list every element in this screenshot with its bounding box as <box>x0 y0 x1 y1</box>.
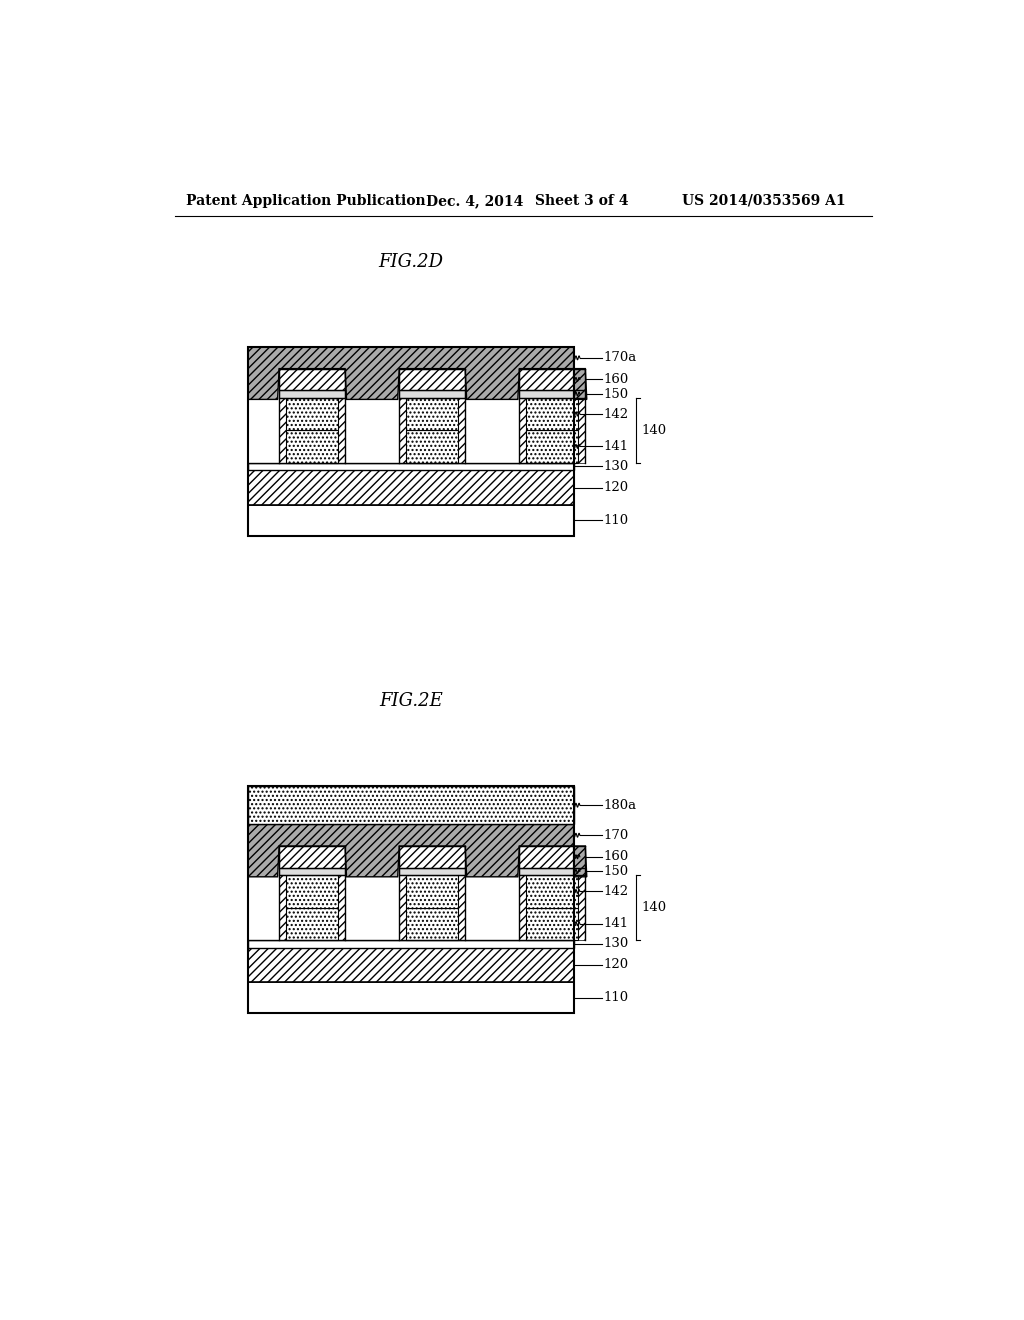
Text: FIG.2E: FIG.2E <box>379 692 442 710</box>
Bar <box>399 846 407 940</box>
Bar <box>286 397 338 430</box>
Bar <box>248 785 573 1014</box>
Bar <box>407 397 458 430</box>
Bar <box>458 846 465 940</box>
Bar <box>286 430 338 462</box>
Bar <box>280 391 345 397</box>
Text: 150: 150 <box>603 865 628 878</box>
Bar <box>519 368 586 391</box>
Bar <box>248 462 573 470</box>
Bar <box>519 391 586 397</box>
Bar <box>579 368 586 462</box>
Text: FIG.2D: FIG.2D <box>379 253 443 272</box>
Bar <box>248 506 573 536</box>
Bar <box>280 846 345 867</box>
Text: 120: 120 <box>603 958 628 972</box>
Bar <box>248 940 573 948</box>
Text: 160: 160 <box>603 850 629 863</box>
Bar <box>248 982 573 1014</box>
Bar <box>286 875 338 908</box>
Bar <box>399 368 465 391</box>
Bar <box>519 846 586 867</box>
Bar <box>526 397 579 430</box>
Text: 160: 160 <box>603 372 629 385</box>
Bar <box>399 391 465 397</box>
Bar <box>338 846 345 940</box>
Bar <box>399 867 465 875</box>
Bar <box>407 908 458 940</box>
Text: 110: 110 <box>603 513 628 527</box>
Text: 142: 142 <box>603 408 628 421</box>
Text: Sheet 3 of 4: Sheet 3 of 4 <box>535 194 629 207</box>
Text: 140: 140 <box>641 902 667 915</box>
Text: 110: 110 <box>603 991 628 1005</box>
Bar <box>286 908 338 940</box>
Polygon shape <box>248 825 587 876</box>
Bar <box>280 368 286 462</box>
Bar <box>248 347 573 462</box>
Text: 130: 130 <box>603 937 629 950</box>
Text: 180a: 180a <box>603 799 636 812</box>
Bar <box>526 430 579 462</box>
Bar <box>280 846 286 940</box>
Bar <box>399 846 465 867</box>
Text: 150: 150 <box>603 388 628 400</box>
Bar <box>280 867 345 875</box>
Bar <box>248 785 573 940</box>
Text: Patent Application Publication: Patent Application Publication <box>186 194 426 207</box>
Bar <box>248 948 573 982</box>
Bar <box>458 368 465 462</box>
Bar <box>579 846 586 940</box>
Bar <box>407 430 458 462</box>
Bar <box>248 347 573 536</box>
Bar <box>338 368 345 462</box>
Text: 130: 130 <box>603 459 629 473</box>
Bar <box>248 470 573 504</box>
Text: 142: 142 <box>603 884 628 898</box>
Polygon shape <box>248 347 587 400</box>
Text: 120: 120 <box>603 480 628 494</box>
Bar <box>248 785 573 825</box>
Bar <box>526 908 579 940</box>
Text: 170: 170 <box>603 829 629 842</box>
Text: Dec. 4, 2014: Dec. 4, 2014 <box>426 194 523 207</box>
Text: 140: 140 <box>641 424 667 437</box>
Bar <box>519 368 526 462</box>
Bar <box>519 867 586 875</box>
Bar <box>519 846 526 940</box>
Text: 170a: 170a <box>603 351 636 364</box>
Bar <box>399 368 407 462</box>
Bar <box>407 875 458 908</box>
Text: 141: 141 <box>603 917 628 931</box>
Text: US 2014/0353569 A1: US 2014/0353569 A1 <box>682 194 846 207</box>
Bar <box>280 368 345 391</box>
Text: 141: 141 <box>603 440 628 453</box>
Bar <box>526 875 579 908</box>
